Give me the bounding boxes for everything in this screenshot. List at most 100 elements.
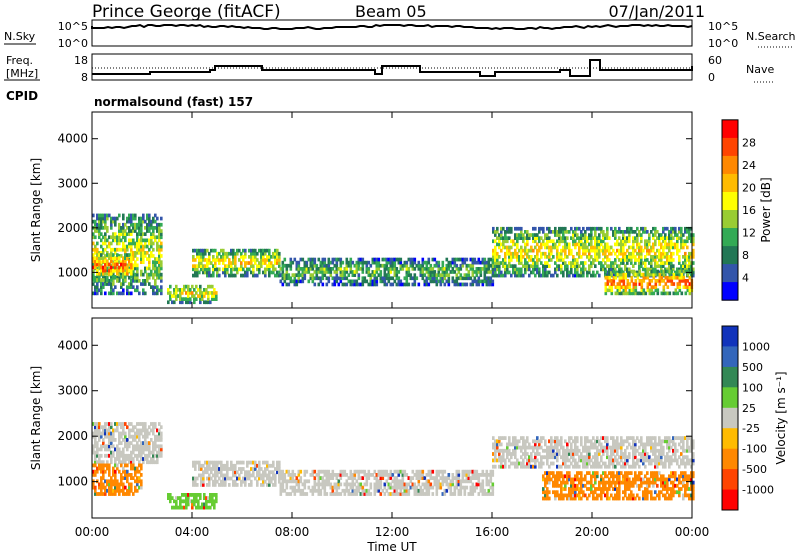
heatmap-cell	[208, 268, 211, 272]
heatmap-cell	[610, 246, 613, 250]
colorbar-tick-label: 24	[742, 159, 756, 172]
heatmap-cell	[160, 217, 163, 221]
heatmap-cell	[532, 249, 535, 253]
heatmap-cell	[242, 461, 245, 465]
heatmap-cell	[140, 473, 143, 477]
heatmap-cell	[548, 490, 551, 494]
nave-tick-bottom: 0	[708, 71, 715, 84]
heatmap-cell	[520, 227, 523, 231]
heatmap-cell	[552, 255, 555, 259]
heatmap-cell	[124, 278, 127, 282]
heatmap-cell	[498, 255, 501, 259]
heatmap-cell	[442, 261, 445, 265]
heatmap-cell	[641, 282, 644, 286]
heatmap-cell	[418, 283, 421, 287]
heatmap-cell	[635, 282, 638, 286]
heatmap-cell	[306, 492, 309, 496]
heatmap-cell	[314, 258, 317, 262]
heatmap-cell	[548, 264, 551, 268]
heatmap-cell	[160, 285, 163, 289]
heatmap-cell	[326, 492, 329, 496]
heatmap-cell	[108, 464, 111, 468]
heatmap-cell	[96, 242, 99, 246]
heatmap-cell	[152, 229, 155, 233]
heatmap-cell	[678, 255, 681, 259]
heatmap-cell	[608, 236, 611, 240]
heatmap-cell	[638, 465, 641, 469]
nsearch-tick-top: 10^5	[708, 20, 738, 33]
freq-unit: [MHz]	[6, 67, 38, 80]
heatmap-cell	[370, 483, 373, 487]
heatmap-cell	[566, 236, 569, 240]
heatmap-cell	[676, 449, 679, 453]
freq-label: Freq.	[6, 54, 33, 67]
heatmap-cell	[640, 436, 643, 440]
heatmap-cell	[94, 235, 97, 239]
heatmap-cell	[482, 479, 485, 483]
nsky-panel-frame	[92, 20, 692, 46]
nsky-tick-bottom: 10^0	[58, 37, 88, 50]
heatmap-cell	[526, 230, 529, 234]
heatmap-cell	[606, 227, 609, 231]
heatmap-cell	[152, 248, 155, 252]
heatmap-cell	[104, 292, 107, 296]
heatmap-cell	[628, 452, 631, 456]
heatmap-cell	[278, 461, 281, 465]
heatmap-cell	[625, 273, 628, 277]
heatmap-cell	[448, 273, 451, 277]
heatmap-cell	[244, 249, 247, 253]
heatmap-cell	[284, 258, 287, 262]
heatmap-cell	[414, 258, 417, 262]
heatmap-cell	[657, 288, 660, 292]
heatmap-cell	[118, 256, 121, 260]
heatmap-cell	[602, 230, 605, 234]
heatmap-cell	[106, 278, 109, 282]
beam-label: Beam 05	[355, 2, 427, 21]
heatmap-cell	[130, 263, 133, 267]
nsky-tick-top: 10^5	[58, 20, 88, 33]
cpid-value: normalsound (fast) 157	[94, 95, 253, 109]
heatmap-cell	[324, 258, 327, 262]
heatmap-cell	[500, 249, 503, 253]
heatmap-cell	[278, 252, 281, 256]
heatmap-cell	[542, 462, 545, 466]
heatmap-cell	[258, 461, 261, 465]
heatmap-cell	[679, 282, 682, 286]
heatmap-cell	[187, 285, 190, 289]
colorbar-tick-label: 28	[742, 136, 756, 149]
heatmap-cell	[199, 493, 202, 497]
nsearch-tick-bottom: 10^0	[708, 37, 738, 50]
heatmap-cell	[160, 264, 163, 268]
nave-label: Nave	[746, 63, 774, 76]
heatmap-cell	[494, 465, 497, 469]
heatmap-cell	[550, 249, 553, 253]
heatmap-cell	[662, 446, 665, 450]
heatmap-cell	[434, 270, 437, 274]
heatmap-cell	[106, 229, 109, 233]
heatmap-cell	[556, 274, 559, 278]
heatmap-cell	[342, 261, 345, 265]
colorbar-swatch	[722, 264, 738, 283]
freq-tick-bottom: 8	[81, 71, 88, 84]
heatmap-cell	[148, 214, 151, 218]
heatmap-cell	[211, 285, 214, 289]
heatmap-cell	[354, 273, 357, 277]
heatmap-cell	[616, 436, 619, 440]
heatmap-cell	[594, 264, 597, 268]
heatmap-cell	[672, 258, 675, 262]
heatmap-cell	[504, 436, 507, 440]
heatmap-cell	[94, 486, 97, 490]
heatmap-cell	[314, 283, 317, 287]
velocity-heatmap-cells	[92, 422, 695, 509]
heatmap-cell	[126, 464, 129, 468]
heatmap-cell	[215, 291, 218, 295]
heatmap-cell	[110, 422, 113, 426]
heatmap-cell	[160, 260, 163, 264]
heatmap-cell	[520, 246, 523, 250]
heatmap-cell	[226, 268, 229, 272]
heatmap-cell	[116, 464, 119, 468]
heatmap-cell	[544, 439, 547, 443]
heatmap-cell	[672, 264, 675, 268]
heatmap-cell	[160, 248, 163, 252]
